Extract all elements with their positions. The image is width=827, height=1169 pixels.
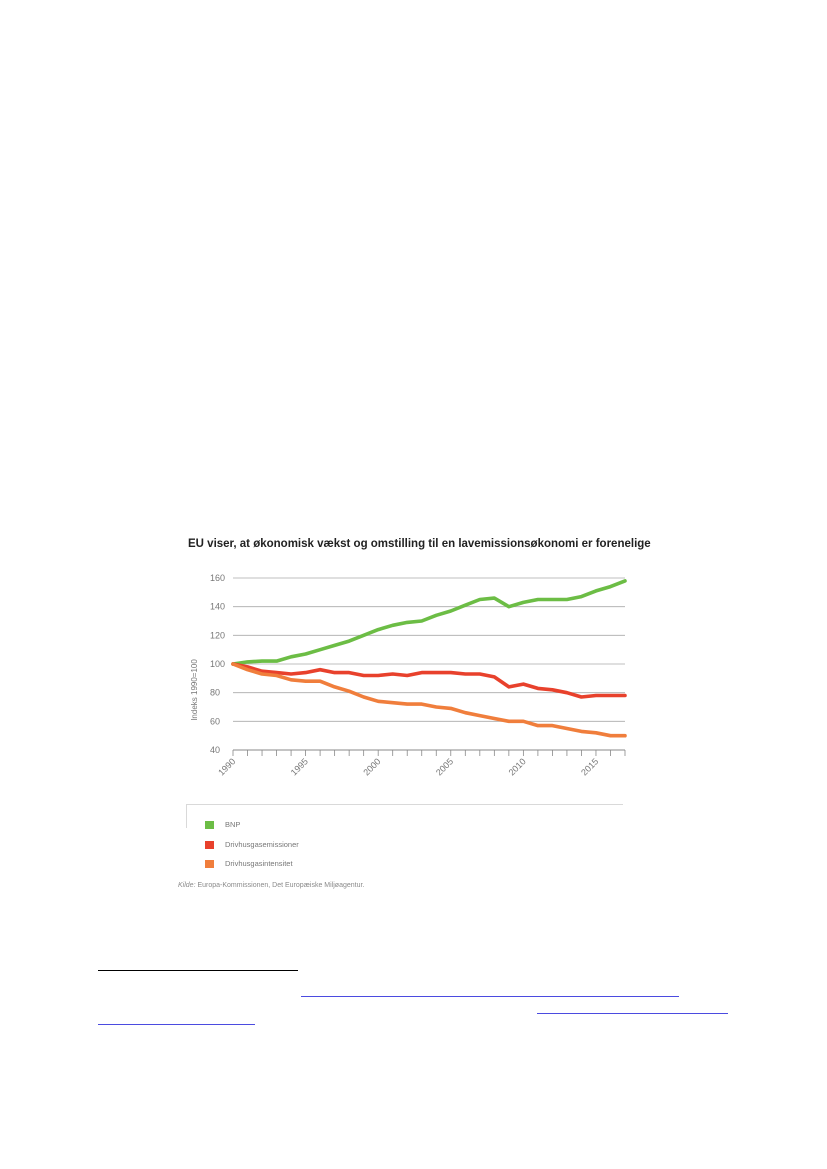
legend-swatch-drivhusgasemissioner	[205, 841, 214, 849]
footnote-link-underline[interactable]	[301, 996, 679, 997]
legend-swatch-drivhusgasintensitet	[205, 860, 214, 868]
legend-divider	[186, 804, 623, 805]
y-tick-labels: 160 140 120 100 80 60 40	[210, 573, 225, 755]
legend-label-bnp: BNP	[225, 820, 241, 829]
x-tick-label: 2005	[434, 756, 455, 777]
legend-label-drivhusgasemissioner: Drivhusgasemissioner	[225, 840, 299, 849]
x-tick-label: 1995	[289, 756, 310, 777]
legend: BNP Drivhusgasemissioner Drivhusgasinten…	[186, 804, 623, 868]
series-line-bnp	[231, 579, 627, 666]
line-chart: 160 140 120 100 80 60 40 1990 1995 2000 2005 2010 2…	[190, 573, 627, 778]
x-tick-label: 2000	[361, 756, 382, 777]
series-line-drivhusgasintensitet	[231, 662, 627, 738]
x-ticks: 1990 1995 2000 2005 2010 2015	[216, 750, 626, 778]
source-note: Kilde: Europa-Kommissionen, Det Europæis…	[178, 882, 364, 889]
y-tick-label: 120	[210, 630, 225, 640]
y-tick-label: 60	[210, 716, 220, 726]
grid-lines	[233, 577, 625, 751]
x-tick-label: 2015	[579, 756, 600, 777]
x-tick-label: 1990	[216, 756, 237, 777]
source-text: Europa-Kommissionen, Det Europæiske Milj…	[195, 882, 365, 889]
y-tick-label: 140	[210, 602, 225, 612]
chart-title: EU viser, at økonomisk vækst og omstilli…	[188, 538, 651, 550]
source-prefix: Kilde:	[178, 882, 196, 889]
y-axis-label: Indeks 1990=100	[190, 659, 199, 721]
series-lines	[231, 579, 627, 738]
footnote-separator	[98, 970, 298, 971]
y-tick-label: 40	[210, 745, 220, 755]
y-tick-label: 100	[210, 659, 225, 669]
footnote-link-underline[interactable]	[98, 1024, 255, 1025]
footnote-link-underline[interactable]	[537, 1013, 728, 1014]
legend-divider-vertical	[186, 804, 187, 828]
legend-label-drivhusgasintensitet: Drivhusgasintensitet	[225, 859, 293, 868]
y-tick-label: 160	[210, 573, 225, 583]
y-tick-label: 80	[210, 688, 220, 698]
series-line-drivhusgasemissioner	[231, 662, 627, 699]
x-tick-label: 2010	[507, 756, 528, 777]
legend-swatch-bnp	[205, 821, 214, 829]
